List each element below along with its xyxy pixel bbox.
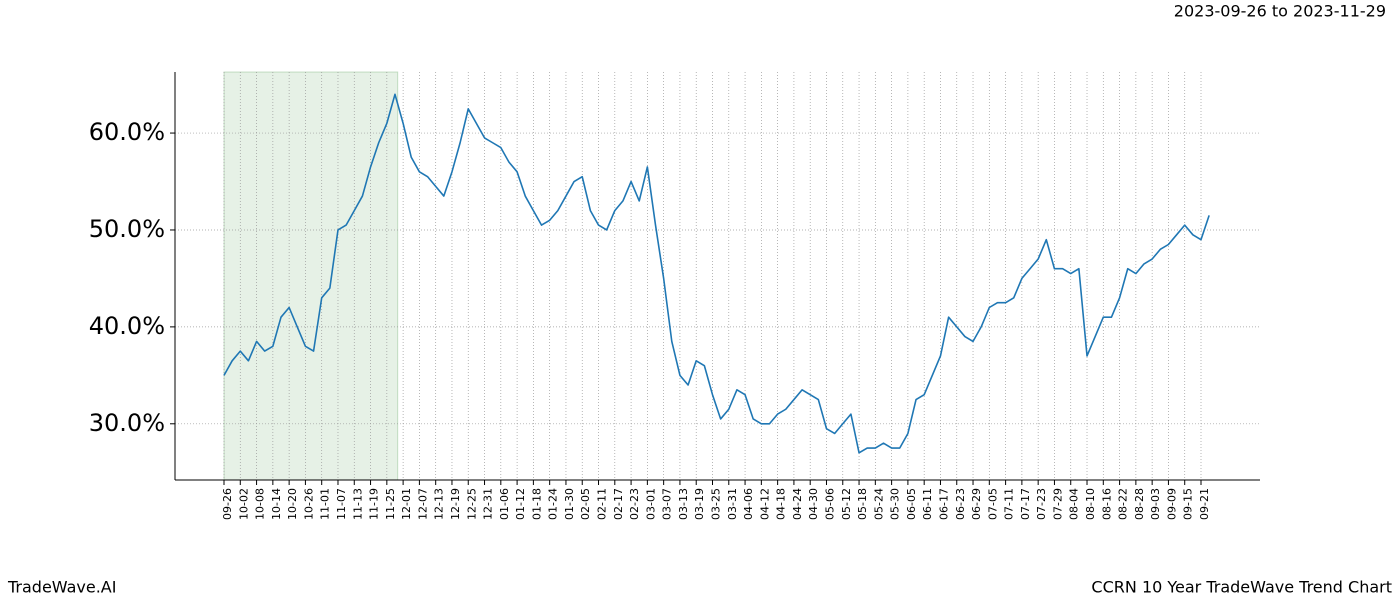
x-tick-label: 12-01 xyxy=(400,488,413,520)
x-tick-label: 08-04 xyxy=(1068,488,1081,520)
y-tick-label: 60.0% xyxy=(89,118,165,146)
x-tick-label: 06-17 xyxy=(937,488,950,520)
x-tick-label: 12-25 xyxy=(465,488,478,520)
x-tick-label: 08-16 xyxy=(1100,488,1113,520)
x-tick-label: 11-25 xyxy=(384,488,397,520)
x-tick-label: 06-29 xyxy=(970,488,983,520)
x-tick-label: 12-31 xyxy=(482,488,495,520)
x-tick-label: 04-18 xyxy=(775,488,788,520)
x-tick-label: 06-11 xyxy=(921,488,934,520)
highlight-range xyxy=(223,71,399,481)
x-tick-label: 08-28 xyxy=(1133,488,1146,520)
x-tick-label: 01-24 xyxy=(547,488,560,520)
x-tick-label: 06-05 xyxy=(905,488,918,520)
x-tick-label: 09-03 xyxy=(1149,488,1162,520)
date-range: 2023-09-26 to 2023-11-29 xyxy=(1174,2,1386,21)
x-tick-label: 03-31 xyxy=(726,488,739,520)
x-tick-label: 08-10 xyxy=(1084,488,1097,520)
x-tick-label: 05-30 xyxy=(889,488,902,520)
x-tick-label: 05-24 xyxy=(872,488,885,520)
x-tick-label: 05-06 xyxy=(823,488,836,520)
x-tick-label: 02-23 xyxy=(628,488,641,520)
x-tick-label: 11-07 xyxy=(335,488,348,520)
x-tick-label: 03-19 xyxy=(693,488,706,520)
x-tick-label: 07-29 xyxy=(1051,488,1064,520)
x-tick-label: 03-07 xyxy=(661,488,674,520)
x-tick-label: 09-09 xyxy=(1165,488,1178,520)
x-tick-label: 03-01 xyxy=(644,488,657,520)
brand: TradeWave.AI xyxy=(7,578,116,597)
x-tick-label: 06-23 xyxy=(954,488,967,520)
x-tick-label: 08-22 xyxy=(1117,488,1130,520)
x-tick-label: 02-17 xyxy=(612,488,625,520)
x-tick-label: 02-11 xyxy=(596,488,609,520)
x-tick-label: 09-26 xyxy=(221,488,234,520)
x-tick-label: 03-13 xyxy=(677,488,690,520)
x-tick-label: 12-19 xyxy=(449,488,462,520)
x-tick-label: 04-24 xyxy=(791,488,804,520)
x-tick-label: 07-17 xyxy=(1019,488,1032,520)
x-tick-label: 01-06 xyxy=(498,488,511,520)
x-tick-label: 04-30 xyxy=(807,488,820,520)
x-tick-label: 07-11 xyxy=(1003,488,1016,520)
x-tick-label: 10-14 xyxy=(270,488,283,520)
x-tick-label: 10-26 xyxy=(302,488,315,520)
x-tick-label: 04-06 xyxy=(742,488,755,520)
x-tick-label: 09-21 xyxy=(1198,488,1211,520)
x-tick-label: 10-20 xyxy=(286,488,299,520)
x-tick-label: 10-02 xyxy=(237,488,250,520)
x-tick-label: 05-18 xyxy=(856,488,869,520)
x-tick-label: 11-01 xyxy=(319,488,332,520)
x-tick-label: 09-15 xyxy=(1182,488,1195,520)
x-tick-label: 11-19 xyxy=(368,488,381,520)
x-tick-label: 12-13 xyxy=(433,488,446,520)
x-tick-label: 05-12 xyxy=(840,488,853,520)
x-tick-label: 07-05 xyxy=(986,488,999,520)
x-tick-label: 02-05 xyxy=(579,488,592,520)
chart-title: CCRN 10 Year TradeWave Trend Chart xyxy=(1091,578,1392,597)
x-tick-label: 03-25 xyxy=(710,488,723,520)
line-series xyxy=(223,93,1210,454)
x-tick-label: 04-12 xyxy=(758,488,771,520)
y-tick-label: 50.0% xyxy=(89,215,165,243)
y-tick-label: 40.0% xyxy=(89,312,165,340)
x-tick-label: 01-30 xyxy=(563,488,576,520)
y-tick-label: 30.0% xyxy=(89,409,165,437)
x-tick-label: 01-18 xyxy=(530,488,543,520)
x-tick-label: 12-07 xyxy=(416,488,429,520)
x-tick-label: 07-23 xyxy=(1035,488,1048,520)
x-tick-label: 01-12 xyxy=(514,488,527,520)
x-tick-label: 11-13 xyxy=(351,488,364,520)
x-tick-label: 10-08 xyxy=(254,488,267,520)
